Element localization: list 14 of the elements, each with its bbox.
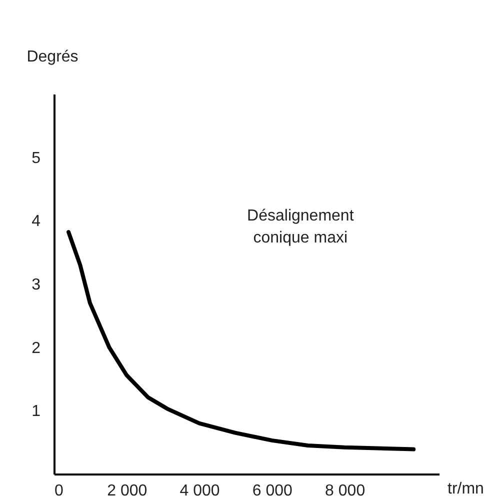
y-axis-title: Degrés [26,48,78,66]
y-tick-label: 3 [32,276,41,294]
annotation: Désalignement conique maxi [247,208,354,247]
y-tick-label: 1 [32,403,41,420]
y-tick-label: 4 [32,213,41,230]
x-axis-title: tr/mn [448,480,484,498]
x-tick-label: 6 000 [252,482,293,498]
line-series [66,230,416,452]
x-tick-label: 8 000 [325,482,366,498]
x-tick-label: 2 000 [107,482,148,498]
y-tick-label: 5 [32,150,41,167]
y-tick-label: 2 [32,340,41,357]
x-tick-label: 4 000 [180,482,220,498]
x-tick-label: 0 [54,482,64,498]
